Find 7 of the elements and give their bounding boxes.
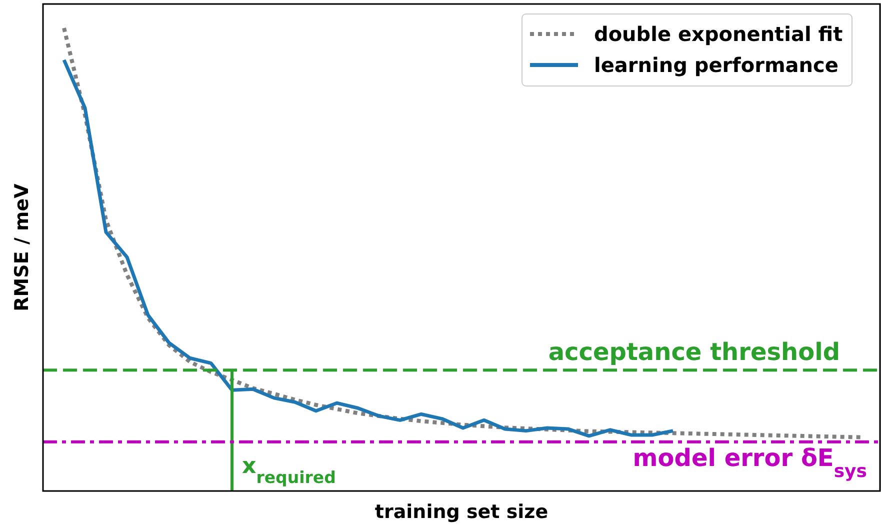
legend-label: double exponential fit <box>594 22 844 46</box>
y-axis-title: RMSE / meV <box>11 183 33 312</box>
ref-line-label: acceptance threshold <box>548 338 840 366</box>
legend-label: learning performance <box>594 53 838 77</box>
x-axis-title: training set size <box>374 501 548 523</box>
annotation: x$_{required}$ <box>242 454 336 486</box>
ref-line-label: model error δE$_{sys}$ <box>632 444 867 482</box>
